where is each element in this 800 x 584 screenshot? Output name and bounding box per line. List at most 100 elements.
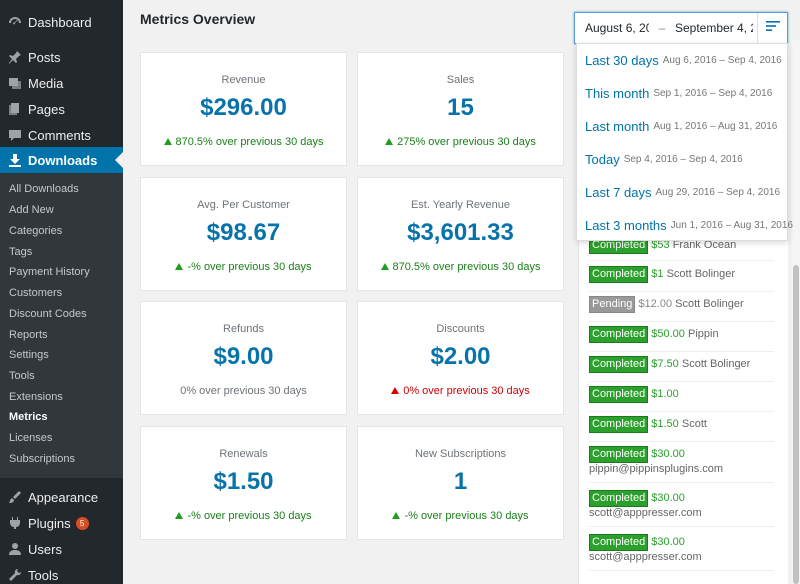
menu-downloads[interactable]: Downloads [0, 147, 123, 173]
metric-change-text: 0% over previous 30 days [403, 385, 530, 397]
activity-email: scott@apppresser.com [589, 551, 702, 563]
submenu-extensions[interactable]: Extensions [9, 391, 63, 403]
activity-row[interactable]: Completed $1.50 Scott [589, 416, 774, 442]
submenu-metrics[interactable]: Metrics [9, 411, 48, 423]
submenu-subscriptions[interactable]: Subscriptions [9, 453, 76, 465]
activity-row[interactable]: Completed $1 Scott Bolinger [589, 266, 774, 292]
activity-customer: Pippin [687, 328, 719, 340]
activity-amount: $1.00 [651, 388, 679, 400]
menu-dashboard[interactable]: Dashboard [0, 9, 123, 35]
metric-card-discounts: Discounts $2.00 0% over previous 30 days [357, 301, 564, 415]
trend-up-icon [380, 263, 389, 270]
metric-change-text: -% over previous 30 days [187, 261, 312, 273]
submenu-customers[interactable]: Customers [9, 287, 63, 299]
submenu-all-downloads[interactable]: All Downloads [9, 183, 79, 195]
scrollbar[interactable] [792, 40, 800, 584]
metric-card-refunds: Refunds $9.00 0% over previous 30 days [140, 301, 347, 415]
menu-posts[interactable]: Posts [0, 44, 123, 70]
metric-label: Sales [446, 74, 475, 86]
metric-value: $2.00 [430, 343, 491, 370]
activity-amount: $30.00 [651, 492, 685, 504]
metric-change: 0% over previous 30 days [141, 385, 346, 397]
activity-row[interactable]: Completed $30.00 pippin@pippinsplugins.c… [589, 446, 774, 483]
preset-label: Today [585, 152, 620, 167]
activity-row[interactable]: Completed $53 Frank Ocean [589, 237, 774, 261]
activity-row[interactable]: Pending $12.00 Scott Bolinger [589, 296, 774, 322]
scrollbar-thumb[interactable] [793, 265, 799, 584]
preset-label: This month [585, 86, 650, 101]
metric-label: Avg. Per Customer [197, 199, 290, 211]
status-badge: Completed [589, 326, 649, 343]
submenu-categories[interactable]: Categories [9, 225, 63, 237]
menu-media[interactable]: Media [0, 70, 123, 96]
active-indicator [115, 152, 123, 168]
submenu-add-new[interactable]: Add New [9, 204, 54, 216]
metric-card-avg-per-customer: Avg. Per Customer $98.67 -% over previou… [140, 177, 347, 291]
metric-change: 275% over previous 30 days [358, 136, 563, 148]
submenu-tags[interactable]: Tags [9, 246, 33, 258]
menu-comments[interactable]: Comments [0, 122, 123, 148]
dashboard-icon [8, 15, 22, 29]
trend-up-icon [163, 138, 172, 145]
metric-value: 15 [447, 94, 474, 121]
metric-value: $98.67 [206, 219, 281, 246]
pin-icon [8, 50, 22, 64]
metric-value: $3,601.33 [407, 219, 514, 246]
metric-card-new-subscriptions: New Subscriptions 1 -% over previous 30 … [357, 426, 564, 540]
activity-row[interactable]: Completed $1.00 [589, 386, 774, 412]
comment-icon [8, 128, 22, 142]
submenu-tools[interactable]: Tools [9, 370, 35, 382]
date-range-picker[interactable]: August 6, 2016 – September 4, 2016 [574, 12, 788, 44]
preset-range: Aug 29, 2016 – Sep 4, 2016 [655, 187, 781, 198]
preset-label: Last 30 days [585, 53, 659, 68]
metric-change: -% over previous 30 days [141, 261, 346, 273]
brush-icon [8, 490, 22, 504]
activity-amount: $1.50 [651, 418, 679, 430]
date-end[interactable]: September 4, 2016 [675, 21, 753, 35]
preset-last-month[interactable]: Last month Aug 1, 2016 – Aug 31, 2016 [585, 110, 781, 143]
metric-change: -% over previous 30 days [358, 510, 563, 522]
date-presets-button[interactable] [757, 13, 787, 43]
metric-label: Revenue [221, 74, 266, 86]
preset-this-month[interactable]: This month Sep 1, 2016 – Sep 4, 2016 [585, 77, 781, 110]
activity-row[interactable]: Completed $30.00 scott@apppresser.com [589, 534, 774, 571]
metric-value: 1 [453, 468, 468, 495]
admin-sidebar: Dashboard Posts Media Pages Comments Dow… [0, 0, 123, 584]
metric-label: Discounts [436, 323, 485, 335]
metric-value: $9.00 [213, 343, 274, 370]
preset-last-7-days[interactable]: Last 7 days Aug 29, 2016 – Sep 4, 2016 [585, 176, 781, 209]
activity-row[interactable]: Completed $7.50 Scott Bolinger [589, 356, 774, 382]
trend-down-icon [391, 387, 400, 394]
submenu-discount-codes[interactable]: Discount Codes [9, 308, 87, 320]
preset-last-30-days[interactable]: Last 30 days Aug 6, 2016 – Sep 4, 2016 [585, 44, 782, 77]
menu-label: Tools [28, 567, 59, 583]
preset-label: Last 7 days [585, 185, 652, 200]
preset-range: Sep 1, 2016 – Sep 4, 2016 [653, 88, 773, 99]
activity-customer: Scott [681, 418, 707, 430]
wrench-icon [8, 568, 22, 582]
activity-email: scott@apppresser.com [589, 507, 702, 519]
menu-tools[interactable]: Tools [0, 562, 123, 584]
status-badge: Completed [589, 356, 649, 373]
status-badge: Pending [589, 296, 636, 313]
submenu-payment-history[interactable]: Payment History [9, 266, 90, 278]
menu-plugins[interactable]: Plugins 5 [0, 510, 123, 536]
activity-customer: Scott Bolinger [681, 358, 751, 370]
metric-change: 0% over previous 30 days [358, 385, 563, 397]
activity-row[interactable]: Completed $30.00 scott@apppresser.com [589, 490, 774, 527]
trend-up-icon [175, 512, 184, 519]
preset-today[interactable]: Today Sep 4, 2016 – Sep 4, 2016 [585, 143, 781, 176]
metric-change-text: -% over previous 30 days [187, 510, 312, 522]
submenu-reports[interactable]: Reports [9, 329, 48, 341]
preset-last-3-months[interactable]: Last 3 months Jun 1, 2016 – Aug 31, 2016 [585, 209, 793, 242]
activity-customer: Scott Bolinger [675, 298, 744, 310]
activity-row[interactable]: Completed $50.00 Pippin [589, 326, 774, 352]
preset-range: Sep 4, 2016 – Sep 4, 2016 [623, 154, 743, 165]
menu-appearance[interactable]: Appearance [0, 484, 123, 510]
trend-up-icon [385, 138, 394, 145]
menu-pages[interactable]: Pages [0, 96, 123, 122]
submenu-settings[interactable]: Settings [9, 349, 49, 361]
submenu-licenses[interactable]: Licenses [9, 432, 53, 444]
menu-users[interactable]: Users [0, 536, 123, 562]
date-start[interactable]: August 6, 2016 [585, 21, 649, 35]
